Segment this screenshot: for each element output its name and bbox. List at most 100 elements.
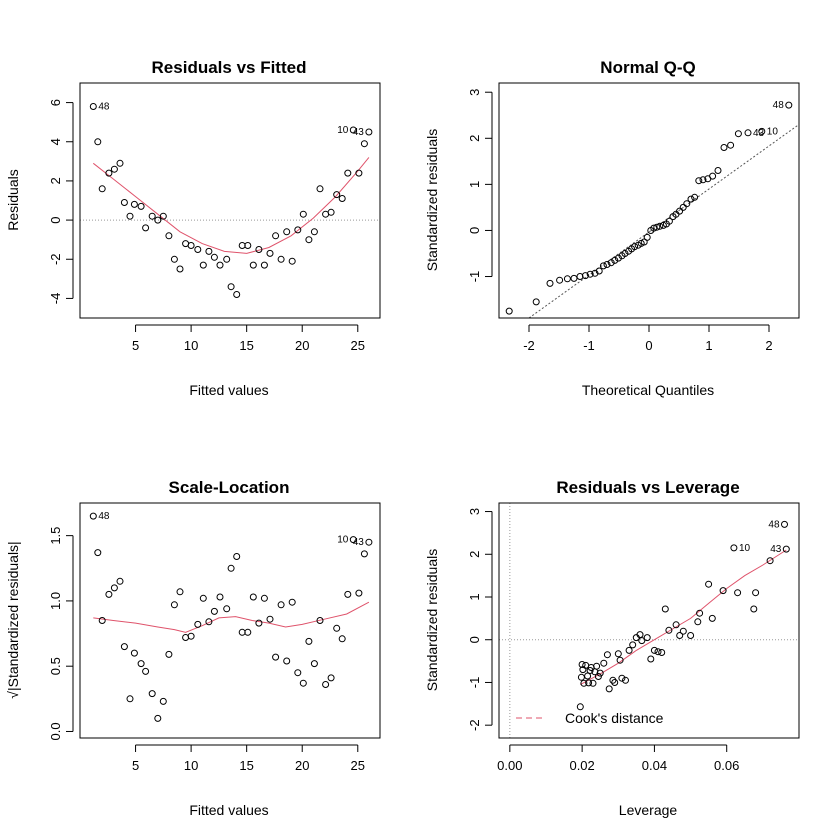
- data-point: [505, 307, 513, 315]
- data-point: [98, 185, 106, 193]
- smoother-line: [92, 157, 370, 254]
- y-axis-label: Standardized residuals: [424, 129, 440, 271]
- data-point: [591, 269, 599, 277]
- y-tick-label: 1.5: [48, 527, 63, 545]
- y-tick-label: 2: [467, 551, 482, 558]
- data-point: [622, 676, 629, 684]
- data-point: [244, 242, 252, 249]
- data-point: [586, 667, 594, 674]
- data-point: [679, 627, 687, 635]
- point-label: 10: [739, 543, 751, 554]
- data-point: [563, 275, 571, 283]
- data-point: [105, 169, 113, 177]
- x-tick-label: 20: [295, 758, 309, 773]
- data-point: [360, 140, 368, 148]
- y-tick-label: 0.5: [48, 657, 63, 675]
- data-point: [365, 128, 373, 136]
- data-point: [785, 101, 793, 109]
- x-tick-label: 15: [239, 338, 253, 353]
- data-point: [338, 195, 346, 202]
- x-tick-label: 0.02: [569, 758, 594, 773]
- data-point: [734, 130, 742, 138]
- data-point: [578, 661, 586, 668]
- data-point: [611, 256, 619, 264]
- panel-scale-location: Scale-Location Fitted values √|Standardi…: [5, 478, 381, 818]
- panel-title: Residuals vs Leverage: [556, 478, 739, 497]
- x-axis-label: Fitted values: [189, 382, 268, 398]
- data-point: [223, 255, 231, 263]
- point-label: 48: [768, 519, 780, 530]
- y-tick-label: 0: [467, 227, 482, 234]
- y-tick-label: -2: [48, 253, 63, 265]
- data-point: [130, 200, 138, 208]
- data-point: [714, 167, 722, 174]
- y-tick-label: 1: [467, 181, 482, 188]
- data-point: [205, 618, 213, 626]
- data-point: [665, 626, 673, 634]
- data-point: [305, 637, 313, 645]
- data-point: [310, 228, 318, 236]
- data-point: [137, 202, 145, 210]
- y-tick-label: 0.0: [48, 722, 63, 740]
- data-point: [730, 544, 738, 552]
- point-label: 48: [773, 100, 785, 111]
- data-point: [744, 129, 752, 137]
- data-point: [607, 259, 615, 267]
- data-point: [154, 714, 162, 722]
- x-tick-label: 25: [351, 758, 365, 773]
- point-label: 10: [337, 125, 349, 136]
- data-point: [614, 254, 622, 262]
- data-point: [577, 673, 585, 681]
- data-point: [603, 651, 611, 659]
- data-point: [272, 653, 280, 661]
- data-point: [349, 126, 357, 134]
- y-tick-label: 3: [467, 508, 482, 515]
- data-point: [580, 679, 588, 687]
- data-point: [349, 536, 357, 544]
- data-point: [605, 685, 613, 693]
- data-point: [316, 617, 324, 624]
- data-point: [187, 242, 195, 249]
- data-point: [327, 674, 335, 682]
- data-point: [194, 620, 202, 628]
- x-tick-label: 5: [132, 758, 139, 773]
- data-point: [611, 679, 619, 686]
- data-point: [255, 619, 263, 627]
- data-point: [599, 262, 607, 270]
- data-point: [338, 635, 346, 643]
- data-point: [176, 265, 184, 273]
- x-tick-label: -1: [583, 338, 595, 353]
- panel-title: Normal Q-Q: [600, 58, 695, 77]
- data-point: [199, 594, 207, 602]
- data-point: [120, 643, 128, 651]
- data-point: [94, 549, 102, 557]
- data-point: [614, 650, 622, 658]
- point-label: 10: [767, 126, 779, 137]
- point-label: 43: [770, 544, 782, 555]
- plot-area: 48 10 43 5 10 15 20 25 -4 -2 0 2 4 6: [48, 82, 381, 353]
- data-point: [216, 593, 224, 601]
- data-point: [130, 649, 138, 657]
- data-point: [305, 236, 313, 244]
- x-tick-label: 10: [184, 338, 198, 353]
- data-point: [194, 246, 202, 253]
- data-point: [170, 601, 178, 609]
- data-point: [299, 210, 307, 218]
- x-tick-label: 15: [239, 758, 253, 773]
- legend-label: Cook's distance: [565, 710, 664, 726]
- data-point: [126, 695, 134, 703]
- data-point: [89, 103, 97, 110]
- data-point: [727, 141, 735, 149]
- data-point: [708, 614, 716, 622]
- qq-reference-line: [528, 124, 800, 319]
- data-point: [316, 185, 324, 193]
- data-point: [283, 657, 291, 665]
- plot-frame: [79, 82, 381, 319]
- smoother-line: [580, 549, 787, 686]
- data-point: [294, 669, 302, 677]
- x-axis-label: Fitted values: [189, 802, 268, 818]
- data-point: [244, 628, 252, 636]
- y-axis-label: √|Standardized residuals|: [5, 541, 21, 698]
- data-point: [148, 212, 156, 220]
